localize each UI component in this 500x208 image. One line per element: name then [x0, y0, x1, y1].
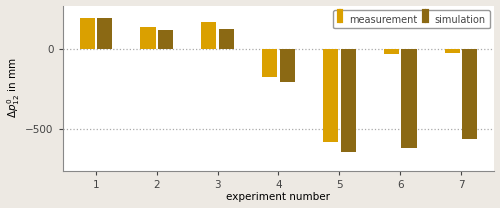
- Bar: [462, 50, 477, 139]
- Bar: [158, 30, 174, 50]
- Bar: [280, 50, 295, 82]
- X-axis label: experiment number: experiment number: [226, 192, 330, 202]
- Bar: [340, 50, 355, 152]
- Bar: [97, 18, 112, 50]
- Bar: [384, 50, 399, 54]
- Bar: [80, 18, 95, 50]
- Y-axis label: $\Delta p^0_{12}$ in mm: $\Delta p^0_{12}$ in mm: [6, 58, 22, 118]
- Bar: [444, 50, 460, 53]
- Bar: [262, 50, 278, 77]
- Bar: [402, 50, 416, 148]
- Bar: [219, 29, 234, 50]
- Bar: [140, 27, 156, 50]
- Legend: measurement, simulation: measurement, simulation: [334, 10, 490, 28]
- Bar: [201, 21, 216, 50]
- Bar: [323, 50, 338, 142]
